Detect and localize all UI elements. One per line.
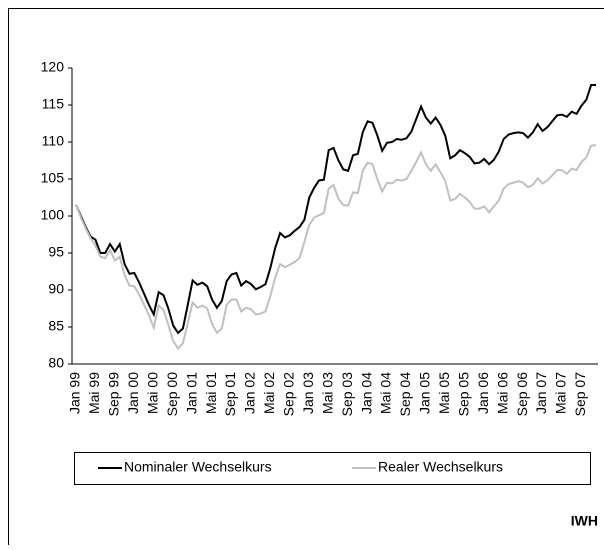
- x-tick-label: Jan 01: [183, 372, 199, 414]
- x-tick-label: Sep 01: [222, 372, 238, 417]
- y-tick-label: 85: [48, 318, 64, 334]
- y-tick-label: 95: [48, 244, 64, 260]
- x-tick-label: Sep 03: [339, 372, 355, 417]
- legend-label: Realer Wechselkurs: [378, 459, 503, 475]
- x-tick-label: Mai 02: [261, 372, 277, 414]
- y-tick-label: 115: [42, 96, 65, 112]
- y-tick-label: 120: [41, 59, 65, 75]
- y-tick-label: 110: [42, 133, 65, 149]
- x-tick-label: Mai 06: [494, 372, 510, 414]
- y-tick-label: 105: [41, 170, 65, 186]
- x-tick-label: Mai 03: [319, 372, 335, 414]
- x-tick-label: Mai 00: [144, 372, 160, 414]
- y-tick-label: 100: [41, 207, 65, 223]
- x-tick-label: Mai 01: [203, 372, 219, 414]
- x-tick-label: Sep 02: [281, 372, 297, 417]
- x-tick-label: Jan 06: [475, 372, 491, 414]
- x-tick-label: Mai 05: [436, 372, 452, 414]
- line: [76, 85, 596, 333]
- x-tick-label: Mai 04: [378, 372, 394, 414]
- y-tick-label: 80: [48, 355, 64, 371]
- x-tick-label: Jan 07: [533, 372, 549, 414]
- source-label: IWH: [571, 513, 598, 529]
- x-tick-label: Jan 02: [242, 372, 258, 414]
- legend-label: Nominaler Wechselkurs: [124, 459, 272, 475]
- x-tick-label: Sep 06: [514, 372, 530, 417]
- x-tick-label: Jan 99: [67, 372, 83, 414]
- x-tick-label: Mai 99: [86, 372, 102, 414]
- line: [76, 145, 596, 348]
- x-tick-label: Jan 04: [358, 372, 374, 414]
- x-tick-label: Jan 05: [417, 372, 433, 414]
- x-tick-label: Sep 99: [106, 372, 122, 417]
- x-tick-label: Sep 00: [164, 372, 180, 417]
- y-tick-label: 90: [48, 281, 64, 297]
- x-tick-label: Sep 07: [572, 372, 588, 417]
- x-tick-label: Jan 00: [125, 372, 141, 414]
- x-tick-label: Sep 04: [397, 372, 413, 417]
- x-tick-label: Sep 05: [455, 372, 471, 417]
- x-tick-label: Mai 07: [553, 372, 569, 414]
- x-tick-label: Jan 03: [300, 372, 316, 414]
